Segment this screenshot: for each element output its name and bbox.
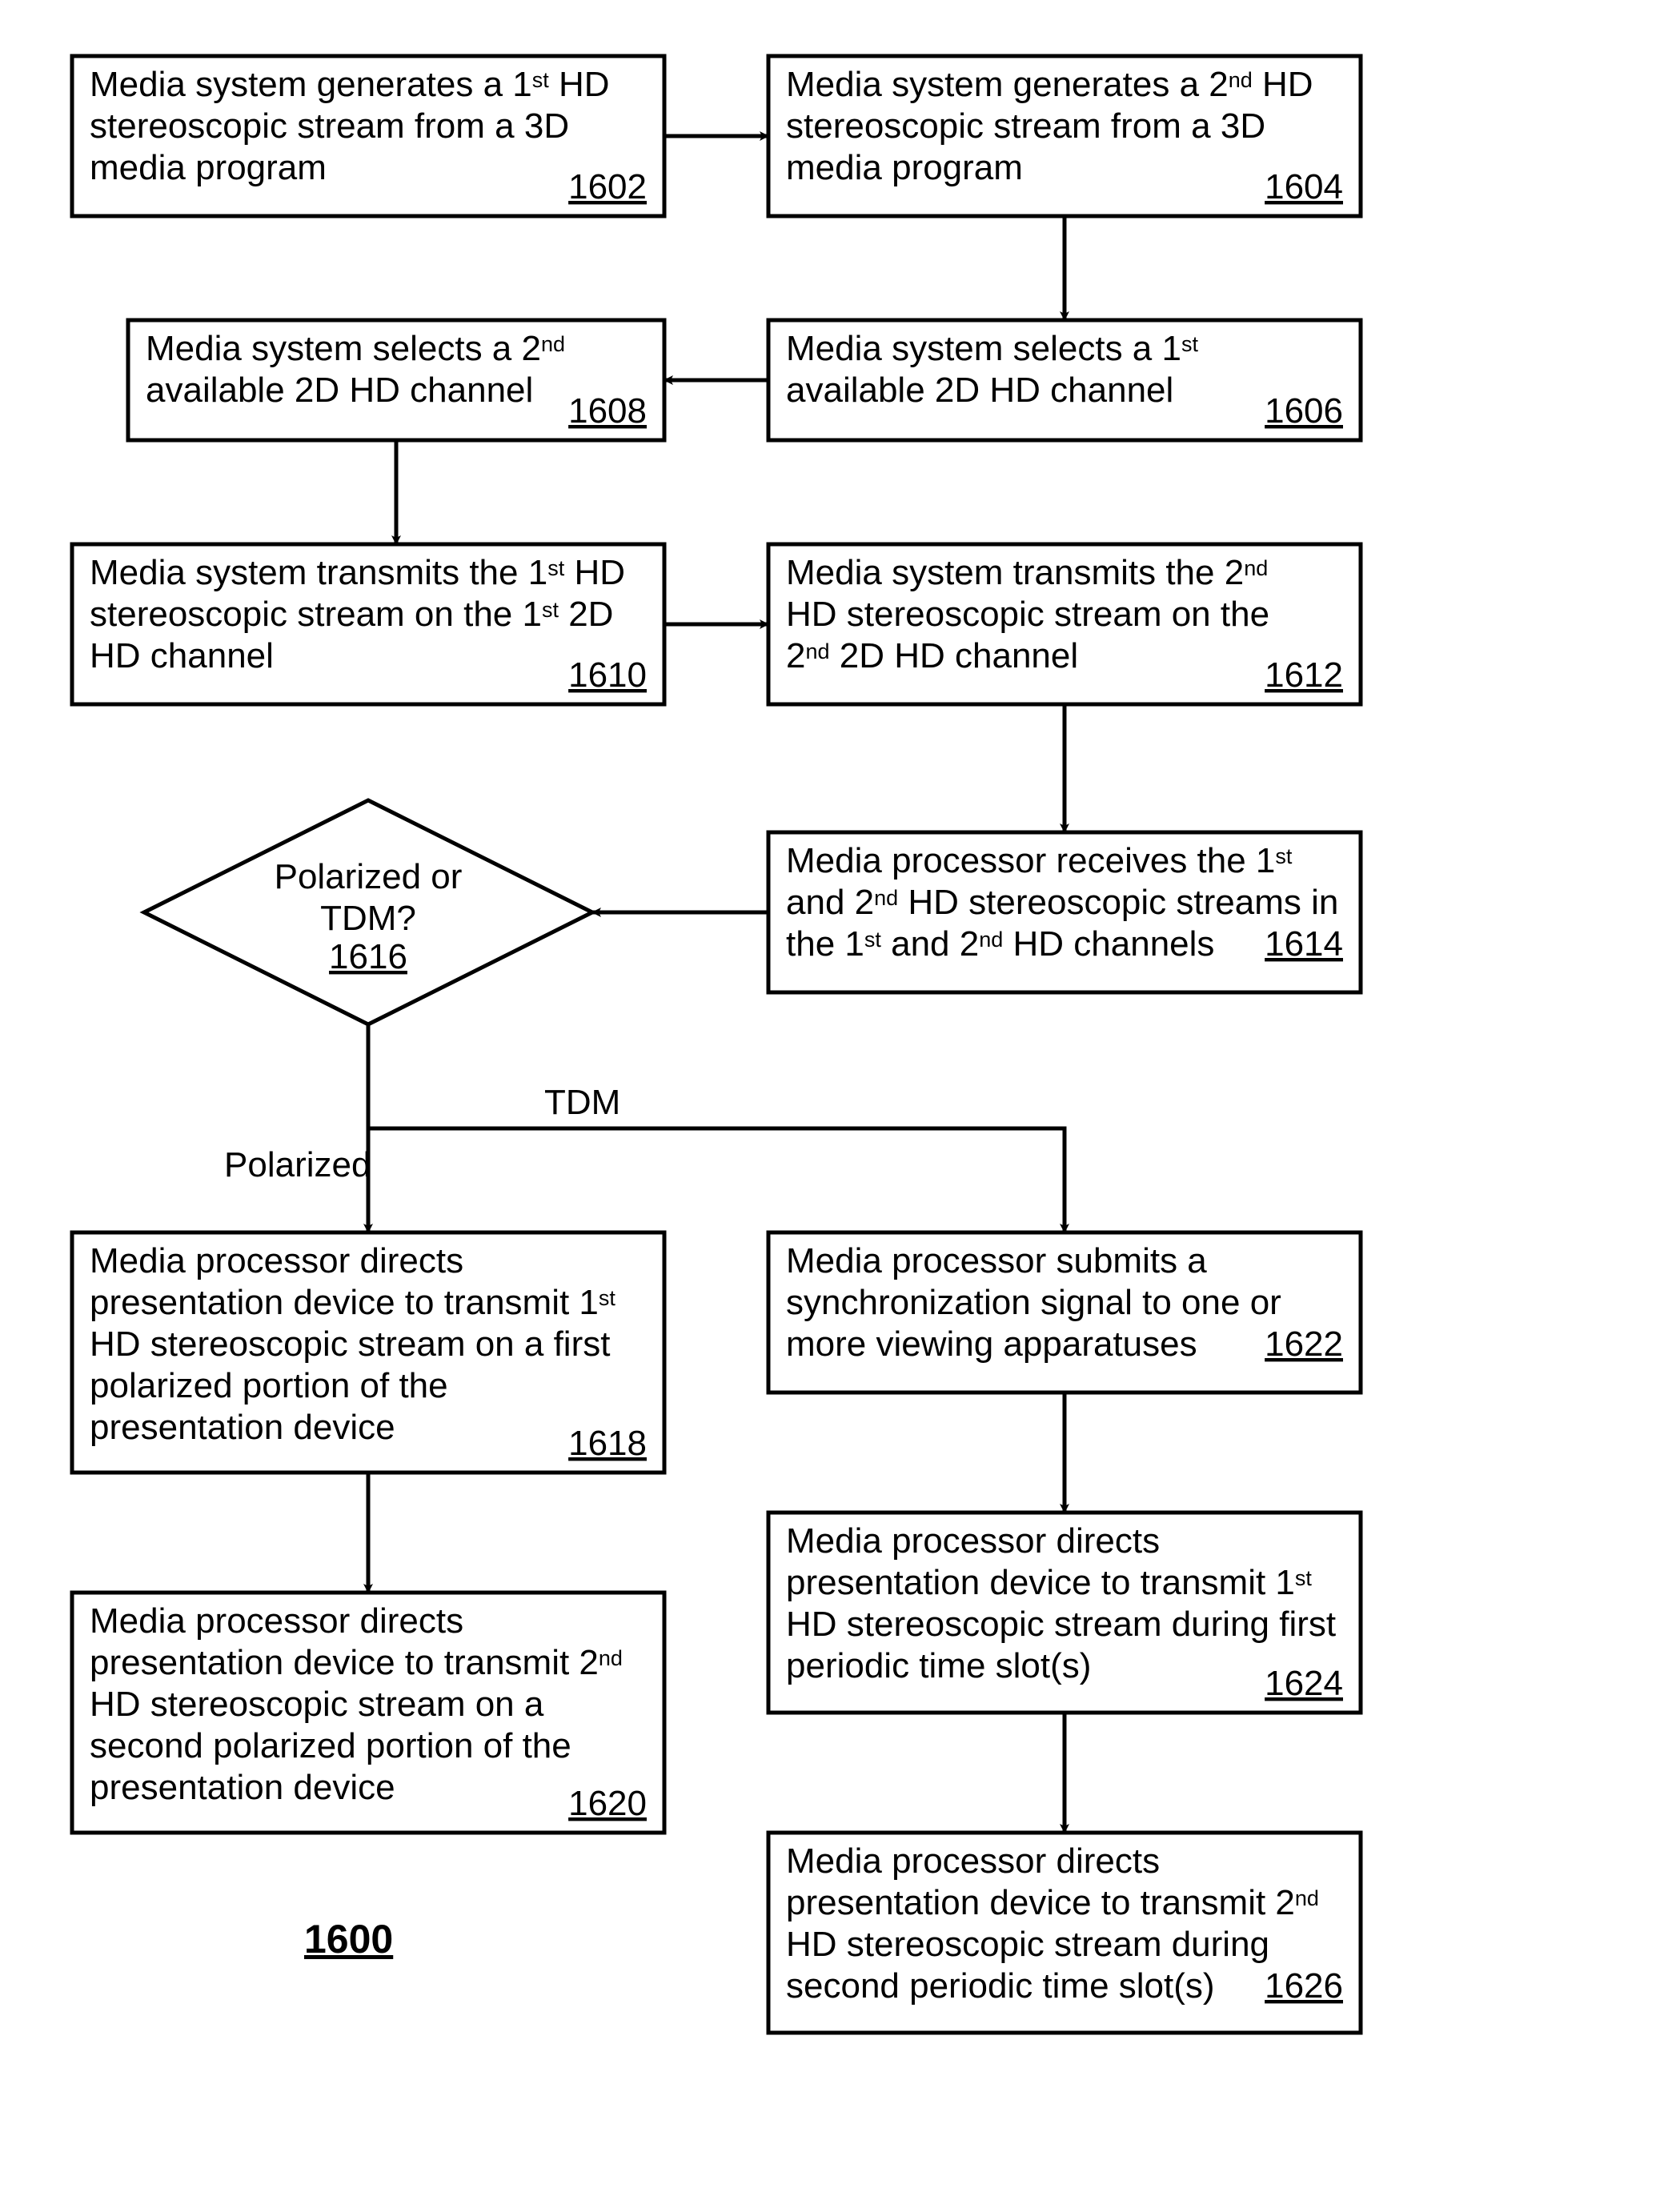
node-ref-1620: 1620 [568, 1784, 647, 1823]
node-ref-1618: 1618 [568, 1424, 647, 1463]
node-ref-1602: 1602 [568, 167, 647, 206]
node-ref-1624: 1624 [1265, 1664, 1343, 1703]
flowchart-diagram: Media system generates a 1st HDstereosco… [0, 0, 1672, 2212]
node-ref-1606: 1606 [1265, 391, 1343, 431]
node-ref-1608: 1608 [568, 391, 647, 431]
arrow-tdm [368, 1128, 1065, 1232]
node-ref-1616: 1616 [329, 937, 407, 976]
figure-label: 1600 [304, 1917, 393, 1962]
node-ref-1612: 1612 [1265, 655, 1343, 695]
node-ref-1614: 1614 [1265, 924, 1343, 964]
node-ref-1622: 1622 [1265, 1324, 1343, 1364]
node-ref-1610: 1610 [568, 655, 647, 695]
node-ref-1626: 1626 [1265, 1966, 1343, 2006]
branch-label-tdm: TDM [544, 1083, 620, 1122]
node-ref-1604: 1604 [1265, 167, 1343, 206]
branch-label-polarized: Polarized [224, 1145, 371, 1184]
